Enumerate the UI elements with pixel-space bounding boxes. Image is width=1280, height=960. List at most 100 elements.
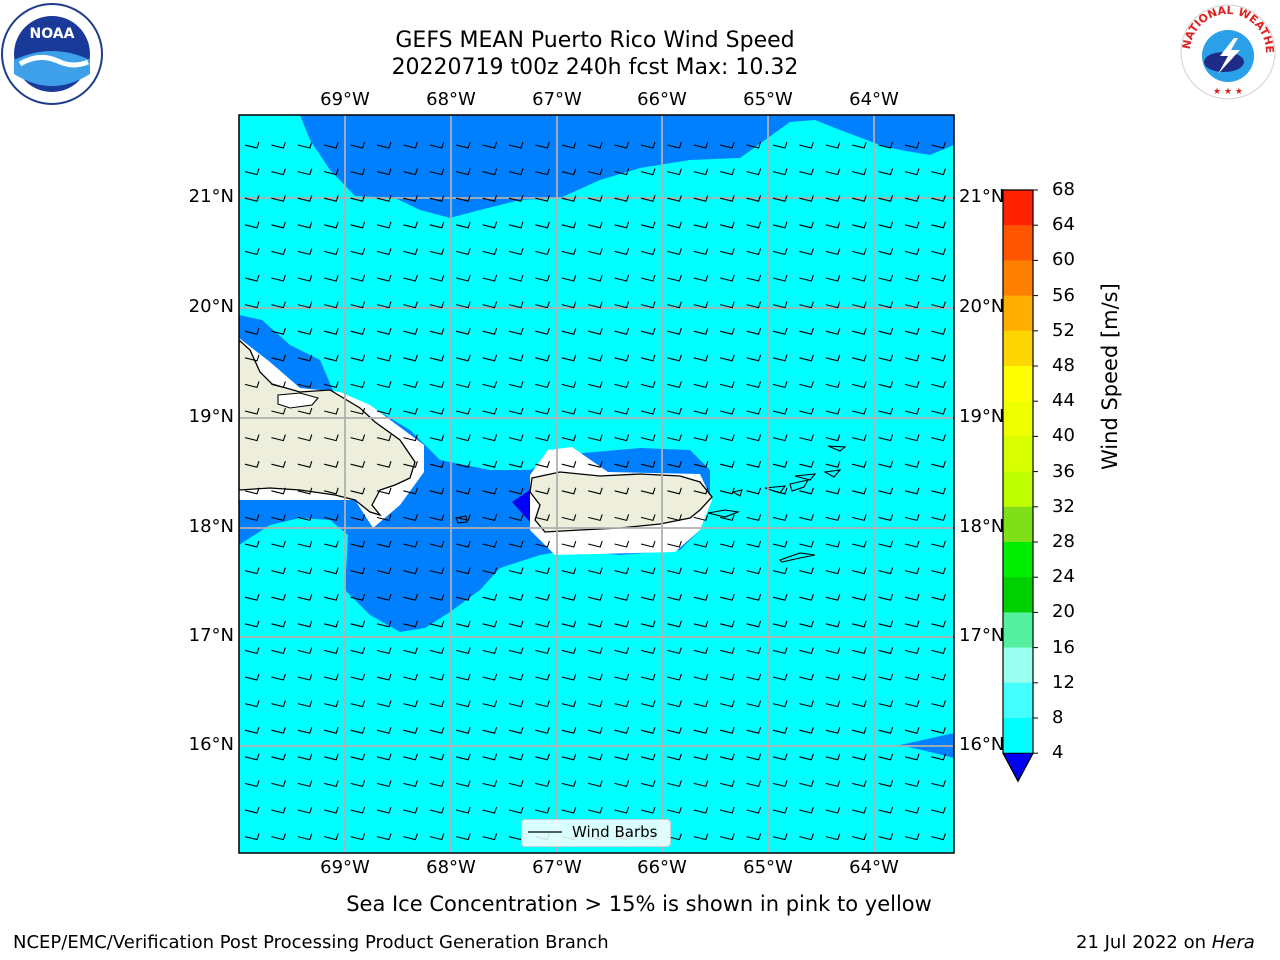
wind-barb bbox=[852, 514, 867, 522]
wind-barb bbox=[535, 381, 550, 389]
wind-barb bbox=[799, 301, 814, 309]
lat-label-left: 19°N bbox=[188, 406, 234, 427]
wind-barb bbox=[878, 301, 894, 309]
wind-barb bbox=[799, 274, 814, 282]
colorbar-segment bbox=[1003, 330, 1033, 367]
wind-barb bbox=[825, 594, 841, 601]
wind-barb bbox=[746, 540, 762, 548]
wind-barb bbox=[667, 141, 682, 149]
wind-barb bbox=[244, 780, 260, 788]
wind-barb bbox=[878, 514, 894, 522]
noaa-logo-text: NOAA bbox=[30, 26, 75, 42]
wind-barb bbox=[535, 407, 550, 415]
wind-barb bbox=[878, 354, 894, 362]
wind-barb bbox=[403, 487, 418, 495]
wind-barb bbox=[878, 540, 894, 548]
wind-barb bbox=[852, 274, 867, 282]
wind-barb bbox=[693, 806, 709, 814]
wind-barb bbox=[376, 407, 392, 415]
wind-barb bbox=[588, 354, 603, 362]
wind-barb bbox=[772, 780, 788, 788]
wind-barb bbox=[614, 221, 630, 229]
wind-barb bbox=[482, 461, 498, 468]
wind-barb bbox=[403, 434, 418, 442]
wind-barb bbox=[429, 407, 445, 415]
wind-barb bbox=[324, 673, 339, 681]
wind-barb bbox=[852, 727, 867, 734]
wind-barb bbox=[535, 594, 550, 601]
wind-barb bbox=[931, 301, 946, 309]
wind-barb bbox=[403, 381, 418, 389]
wind-barb bbox=[720, 647, 735, 655]
wind-barb bbox=[904, 461, 920, 468]
wind-barb bbox=[324, 168, 339, 176]
wind-barb bbox=[429, 434, 445, 442]
wind-barb bbox=[772, 141, 788, 149]
wind-barb bbox=[772, 727, 788, 734]
wind-barb bbox=[667, 381, 682, 389]
wind-barb bbox=[746, 274, 762, 282]
wind-barb bbox=[403, 540, 418, 548]
wind-barb bbox=[878, 381, 894, 389]
wind-barb bbox=[588, 806, 603, 814]
wind-barb bbox=[271, 620, 286, 628]
wind-barb bbox=[904, 434, 920, 442]
wind-barb bbox=[693, 328, 709, 335]
wind-barb bbox=[693, 274, 709, 282]
wind-barb bbox=[403, 620, 418, 628]
wind-barb bbox=[508, 567, 524, 575]
wind-barb bbox=[429, 381, 445, 389]
wind-barb bbox=[614, 806, 630, 814]
wind-barb bbox=[720, 567, 735, 575]
wind-barb bbox=[693, 567, 709, 575]
wind-barb bbox=[297, 806, 313, 814]
wind-barb bbox=[878, 274, 894, 282]
wind-barb bbox=[931, 274, 946, 282]
wind-barb bbox=[350, 594, 366, 601]
wind-barb bbox=[825, 833, 841, 841]
wind-barb bbox=[456, 328, 471, 335]
wind-barb bbox=[720, 248, 735, 256]
wind-barb bbox=[244, 274, 260, 282]
wind-barb bbox=[825, 407, 841, 415]
wind-barb bbox=[429, 727, 445, 734]
wind-barb bbox=[588, 540, 603, 548]
wind-barb bbox=[588, 434, 603, 442]
wind-barb bbox=[693, 780, 709, 788]
wind-barb bbox=[271, 221, 286, 229]
wind-barb bbox=[852, 540, 867, 548]
wind-barb bbox=[324, 514, 339, 522]
colorbar-tick-label: 48 bbox=[1052, 355, 1075, 376]
wind-barb bbox=[640, 141, 656, 149]
wind-barb bbox=[772, 647, 788, 655]
wind-barb bbox=[429, 141, 445, 149]
wind-barb bbox=[350, 274, 366, 282]
wind-barb bbox=[376, 354, 392, 362]
wind-barb bbox=[297, 673, 313, 681]
wind-barb bbox=[535, 274, 550, 282]
wind-barb bbox=[244, 221, 260, 229]
wind-barb bbox=[931, 381, 946, 389]
wind-barb bbox=[667, 487, 682, 495]
wind-barb bbox=[588, 647, 603, 655]
wind-barb bbox=[931, 434, 946, 442]
wind-barb bbox=[350, 407, 366, 415]
wind-barb bbox=[403, 141, 418, 149]
footer-date-text: 21 Jul 2022 on bbox=[1076, 932, 1212, 953]
wind-barb bbox=[429, 780, 445, 788]
wind-barb bbox=[746, 141, 762, 149]
wind-barb bbox=[244, 700, 260, 708]
wind-barb bbox=[640, 567, 656, 575]
wind-barb bbox=[614, 594, 630, 601]
wind-barb bbox=[693, 434, 709, 442]
legend-label: Wind Barbs bbox=[572, 823, 658, 841]
wind-barb bbox=[693, 540, 709, 548]
wind-barb bbox=[350, 806, 366, 814]
wind-barb bbox=[244, 487, 260, 495]
colorbar-tick-label: 4 bbox=[1052, 742, 1064, 764]
wind-barb bbox=[324, 647, 339, 655]
wind-barb bbox=[561, 727, 577, 734]
wind-barb bbox=[588, 673, 603, 681]
wind-barb bbox=[614, 381, 630, 389]
wind-barb bbox=[271, 567, 286, 575]
